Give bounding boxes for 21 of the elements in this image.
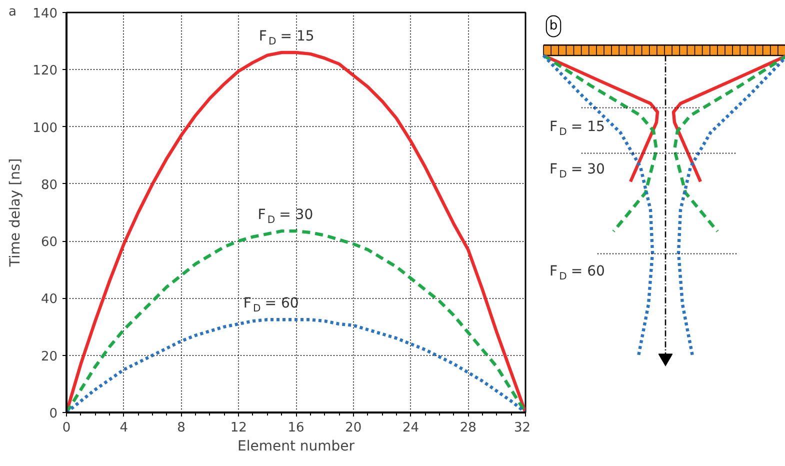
x-tick-label: 4 <box>120 420 128 436</box>
x-tick-label: 20 <box>345 420 362 436</box>
y-tick-label: 20 <box>40 349 58 364</box>
y-tick-label: 40 <box>40 292 58 308</box>
x-tick-label: 32 <box>514 420 531 436</box>
text: b <box>549 18 558 34</box>
text: a <box>8 4 16 20</box>
y-axis-title: Time delay [ns] <box>8 158 24 268</box>
x-tick-label: 28 <box>460 420 476 436</box>
y-tick-label: 100 <box>32 120 58 136</box>
x-tick-label: 8 <box>177 420 186 436</box>
y-tick-label: 60 <box>40 235 58 250</box>
y-tick-label: 120 <box>32 64 58 79</box>
x-tick-label: 24 <box>402 420 420 436</box>
x-tick-label: 0 <box>62 420 71 436</box>
y-tick-label: 80 <box>40 178 58 193</box>
y-tick-label: 0 <box>49 406 58 422</box>
x-axis-title: Element number <box>237 438 355 454</box>
y-tick-label: 140 <box>32 6 58 22</box>
x-tick-label: 12 <box>230 420 247 436</box>
x-tick-label: 16 <box>288 420 304 436</box>
